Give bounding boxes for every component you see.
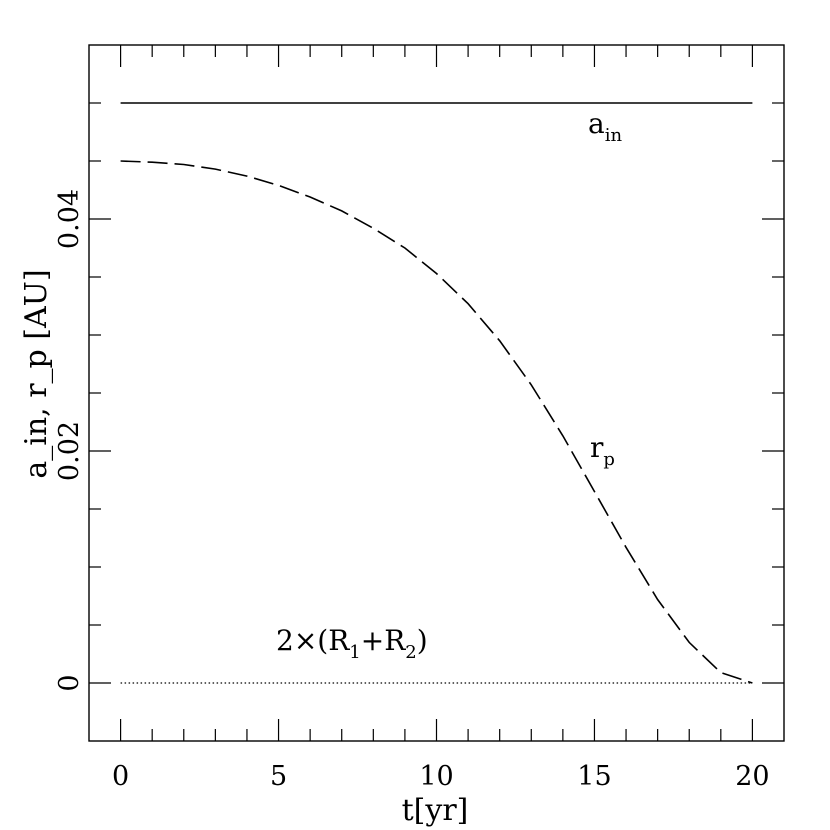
- x-tick-label: 15: [577, 761, 611, 792]
- y-tick-label: 0.02: [54, 421, 85, 481]
- series-lines: [120, 102, 753, 684]
- annotation-r-p-main: r: [590, 431, 604, 464]
- series-line-r-p: [120, 160, 753, 684]
- annotation-a-in: ain: [588, 107, 622, 146]
- y-tick-label: 0.04: [54, 189, 85, 249]
- annotation-radii-mid: +R: [361, 624, 406, 657]
- y-axis-label: a_in, r_p [AU]: [19, 269, 54, 478]
- tick-labels: 0 5 10 15 20 0 0.02 0.04: [54, 189, 770, 792]
- y-tick-label: 0: [54, 674, 85, 691]
- annotation-a-in-sub: in: [605, 125, 623, 146]
- x-tick-label: 10: [419, 761, 453, 792]
- x-axis-label: t[yr]: [402, 793, 469, 828]
- annotation-radii: 2×(R1+R2): [276, 624, 428, 663]
- annotation-r-p: rp: [590, 431, 615, 470]
- annotation-a-in-main: a: [588, 107, 605, 140]
- annotation-radii-post: ): [417, 624, 428, 657]
- x-tick-label: 20: [735, 761, 769, 792]
- annotation-radii-sub2: 2: [405, 642, 416, 663]
- annotation-r-p-sub: p: [603, 449, 615, 470]
- annotation-radii-pre: 2×(R: [276, 624, 350, 657]
- annotation-radii-sub1: 1: [349, 642, 360, 663]
- x-tick-label: 5: [270, 761, 287, 792]
- axis-ticks: [89, 45, 784, 741]
- x-tick-label: 0: [112, 761, 129, 792]
- plot-frame: [88, 44, 785, 742]
